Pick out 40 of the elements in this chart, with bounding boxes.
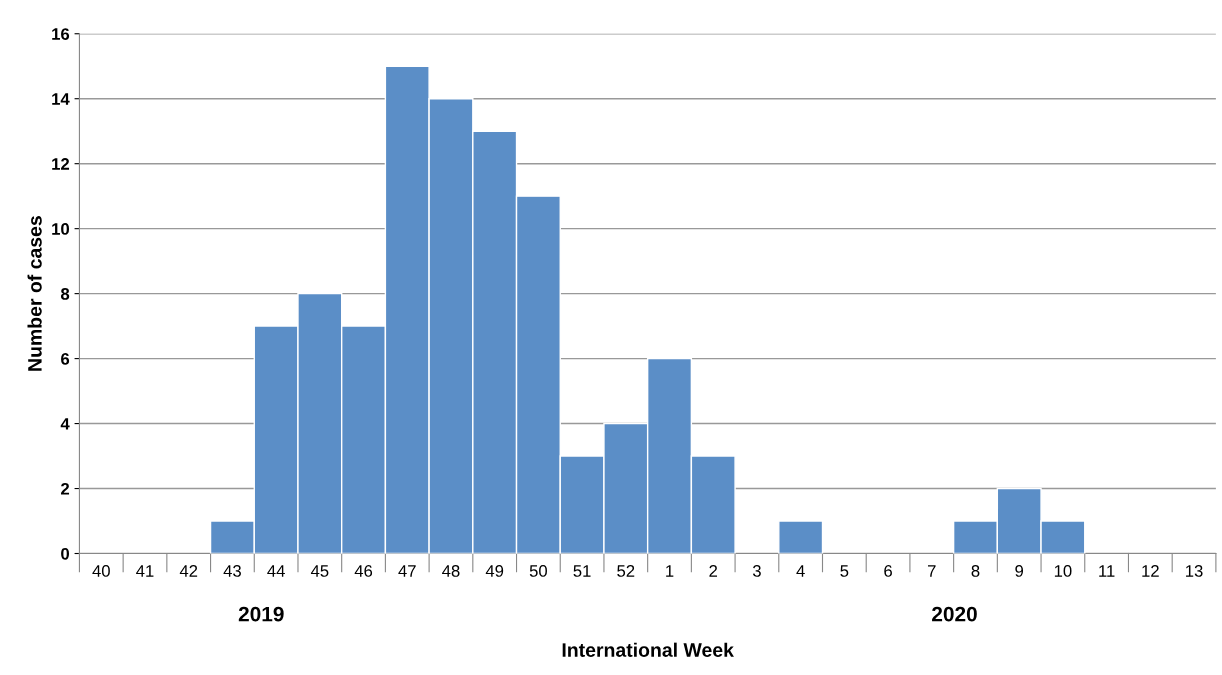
x-tick-label: 10 xyxy=(1054,565,1072,577)
x-tick-label: 52 xyxy=(617,565,635,577)
x-tick-label: 8 xyxy=(971,565,980,577)
y-tick-label: 2 xyxy=(61,482,70,495)
y-tick-label: 12 xyxy=(52,158,70,170)
x-tick-label: 9 xyxy=(1015,565,1024,577)
x-tick-label: 12 xyxy=(1142,565,1159,577)
y-tick-label: 16 xyxy=(52,28,70,40)
x-tick-label: 40 xyxy=(92,565,110,577)
x-tick-label: 42 xyxy=(179,565,198,577)
x-tick-label: 44 xyxy=(267,565,285,577)
y-tick-label: 10 xyxy=(52,223,70,235)
x-axis-title: International Week xyxy=(562,642,734,657)
x-tick-label: 1 xyxy=(666,565,674,577)
x-tick-label: 49 xyxy=(485,565,504,577)
x-tick-label: 47 xyxy=(398,565,416,577)
x-tick-label: 45 xyxy=(310,565,329,577)
x-tick-label: 4 xyxy=(796,565,805,577)
x-tick-label: 7 xyxy=(927,565,936,577)
text: 2019 xyxy=(238,606,284,622)
x-tick-label: 3 xyxy=(752,565,761,577)
y-tick-label: 4 xyxy=(60,418,70,430)
y-axis-title: Number of cases xyxy=(27,216,42,371)
x-tick-label: 5 xyxy=(840,565,849,577)
x-tick-label: 50 xyxy=(529,565,547,577)
x-tick-label: 6 xyxy=(884,565,892,577)
y-tick-label: 8 xyxy=(60,288,70,300)
x-tick-label: 13 xyxy=(1186,565,1203,577)
y-tick-label: 14 xyxy=(52,93,70,105)
y-tick-label: 0 xyxy=(61,547,70,560)
x-tick-label: 48 xyxy=(442,565,460,577)
text: 2020 xyxy=(932,606,977,622)
x-tick-label: 11 xyxy=(1099,565,1115,577)
bar xyxy=(778,520,824,554)
x-tick-label: 2 xyxy=(709,565,718,577)
x-tick-label: 46 xyxy=(354,565,373,577)
x-tick-label: 51 xyxy=(573,565,591,577)
x-tick-label: 43 xyxy=(223,565,241,577)
y-tick-label: 6 xyxy=(61,352,70,365)
x-tick-label: 41 xyxy=(136,565,154,577)
